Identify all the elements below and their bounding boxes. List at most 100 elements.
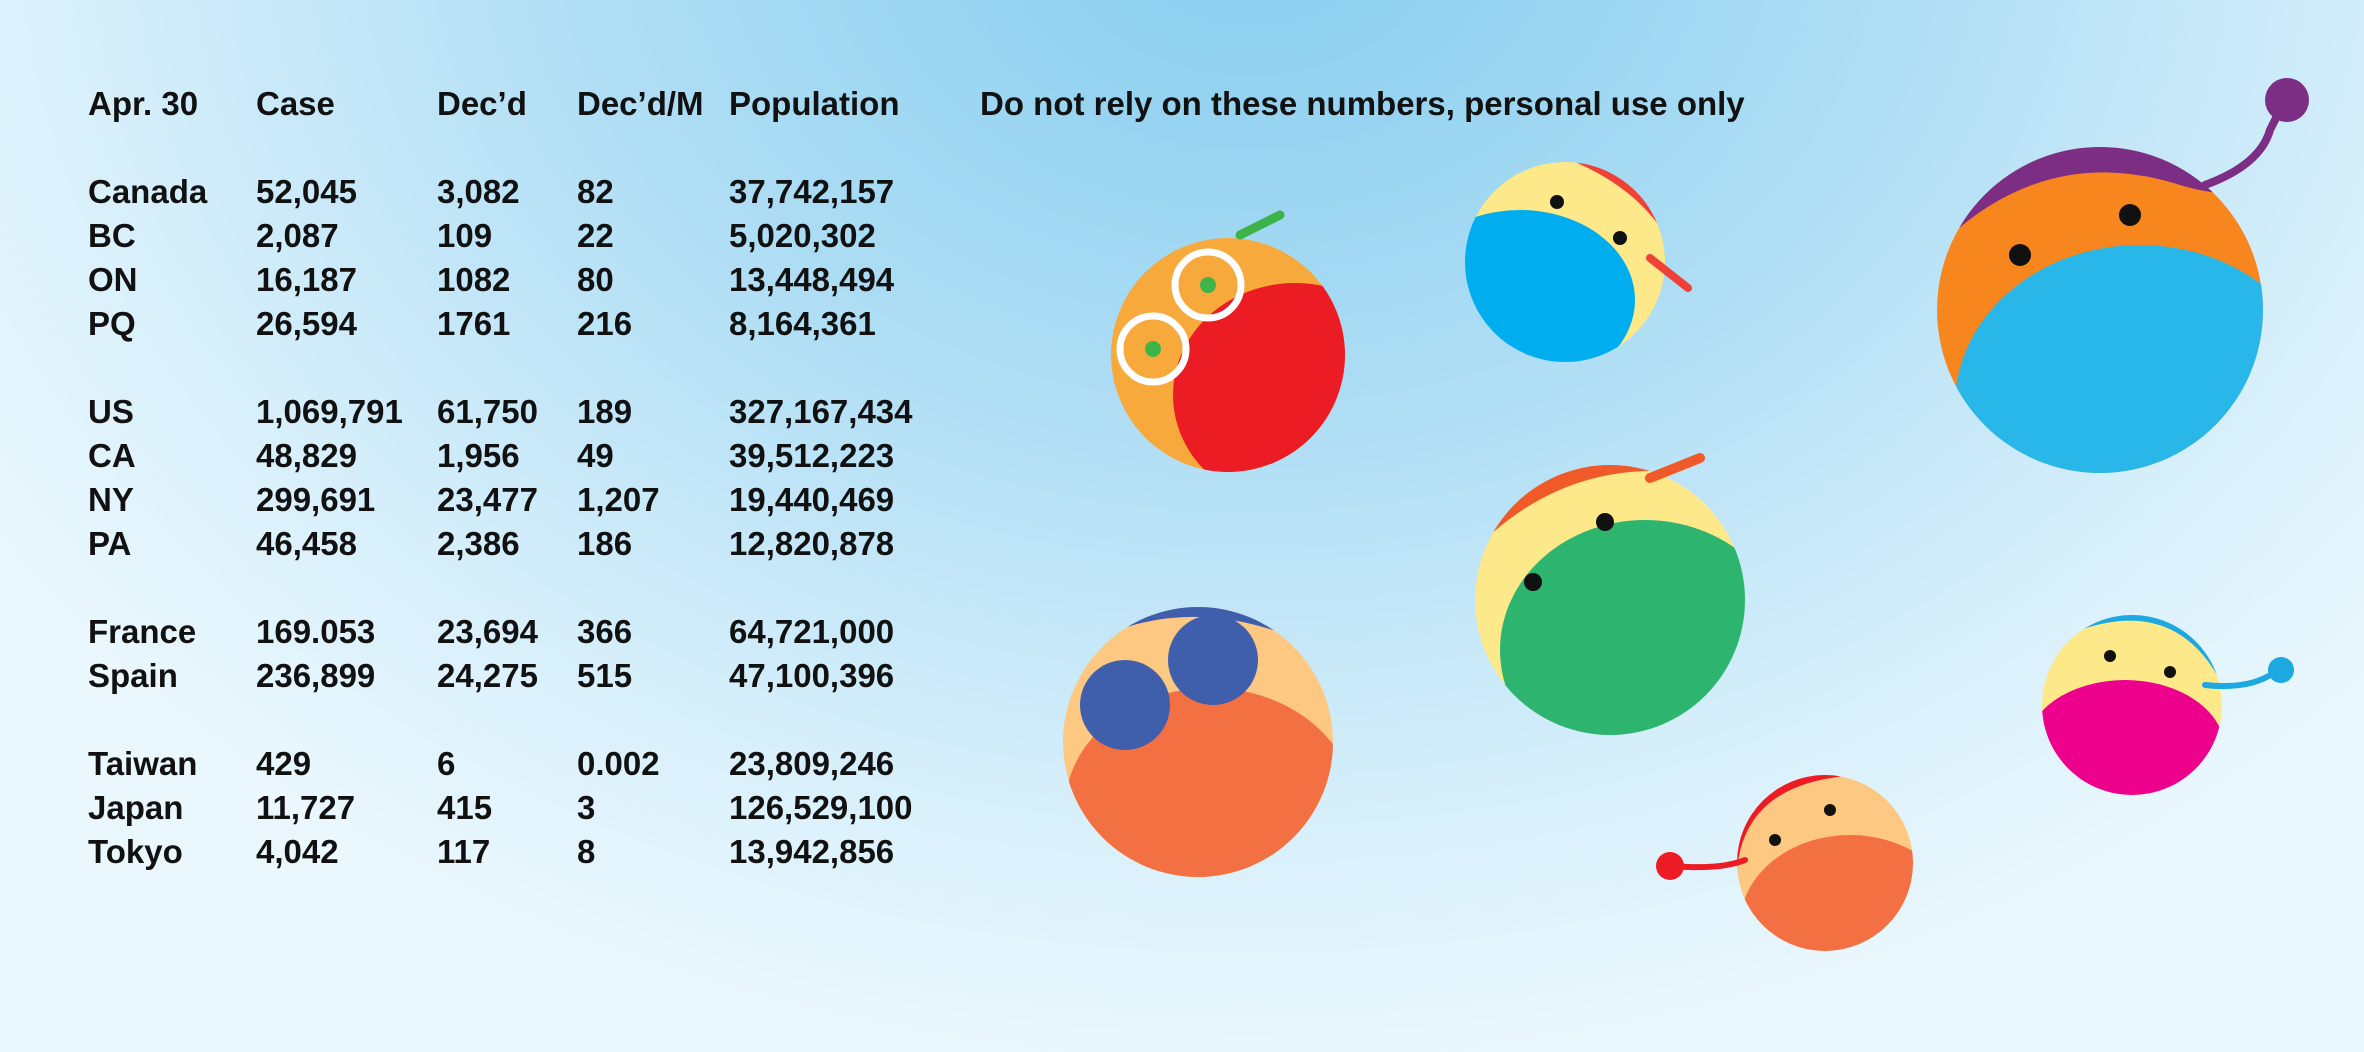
cell-cases: 11,727 xyxy=(256,789,356,826)
cell-deceased: 117 xyxy=(437,833,491,870)
cell-region: PQ xyxy=(88,305,136,342)
cell-deceased: 24,275 xyxy=(437,657,538,694)
red-hair-character xyxy=(1656,775,1913,951)
table-row: ON 16,187 1082 80 13,448,494 xyxy=(88,258,969,302)
orange-cap-character-brim xyxy=(1645,453,1705,483)
red-cap-character-left-eye xyxy=(1550,195,1564,209)
blue-hair-character-right-eye xyxy=(2164,666,2176,678)
cell-deceased: 415 xyxy=(437,789,493,826)
sunglasses-character xyxy=(1063,607,1333,877)
glasses-character-mask xyxy=(1173,283,1345,472)
red-hair-character-antenna-ball xyxy=(1656,852,1684,880)
cell-cases: 2,087 xyxy=(256,217,339,254)
cell-deceased-per-million: 22 xyxy=(577,217,614,254)
column-header-cases: Case xyxy=(256,85,335,122)
cell-deceased: 6 xyxy=(437,745,456,782)
cell-cases: 429 xyxy=(256,745,312,782)
cell-cases: 48,829 xyxy=(256,437,357,474)
cell-deceased: 61,750 xyxy=(437,393,538,430)
orange-cap-character-mask xyxy=(1500,520,1745,735)
table-header-row: Apr. 30 Case Dec’d Dec’d/M Population xyxy=(88,82,969,126)
cell-deceased: 23,477 xyxy=(437,481,538,518)
cell-population: 8,164,361 xyxy=(729,305,876,342)
cell-cases: 299,691 xyxy=(256,481,376,518)
cell-deceased-per-million: 186 xyxy=(577,525,633,562)
cell-cases: 52,045 xyxy=(256,173,357,210)
cell-deceased-per-million: 515 xyxy=(577,657,633,694)
glasses-character-right-eye xyxy=(1200,277,1216,293)
glasses-character-cap-brim xyxy=(1235,210,1285,240)
red-cap-character-right-eye xyxy=(1613,231,1627,245)
column-header-deceased: Dec’d xyxy=(437,85,527,122)
cell-region: NY xyxy=(88,481,134,518)
red-hair-character-mask xyxy=(1740,835,1913,951)
cell-region: France xyxy=(88,613,197,650)
cell-population: 39,512,223 xyxy=(729,437,895,474)
glasses-character xyxy=(1111,210,1345,472)
orange-cap-character-right-eye xyxy=(1596,513,1614,531)
cell-population: 47,100,396 xyxy=(729,657,895,694)
glasses-right-lens xyxy=(1171,248,1245,322)
cell-deceased-per-million: 189 xyxy=(577,393,633,430)
table-row: Japan 11,727 415 3 126,529,100 xyxy=(88,786,969,830)
cell-population: 19,440,469 xyxy=(729,481,895,518)
cell-population: 23,809,246 xyxy=(729,745,895,782)
table-row: CA 48,829 1,956 49 39,512,223 xyxy=(88,434,969,478)
cell-cases: 1,069,791 xyxy=(256,393,403,430)
cell-deceased: 3,082 xyxy=(437,173,520,210)
glasses-left-lens xyxy=(1116,312,1190,386)
stats-table-body: Apr. 30 Case Dec’d Dec’d/M Population Canada 5… xyxy=(88,82,969,874)
cell-deceased-per-million: 366 xyxy=(577,613,633,650)
sunglasses-left-lens xyxy=(1080,660,1170,750)
blue-hair-character-antenna-ball xyxy=(2268,657,2294,683)
cell-deceased-per-million: 49 xyxy=(577,437,614,474)
cell-cases: 16,187 xyxy=(256,261,357,298)
column-header-deceased-per-million: Dec’d/M xyxy=(577,85,704,122)
cell-population: 13,448,494 xyxy=(729,261,895,298)
purple-hat-character xyxy=(1937,78,2309,473)
purple-hat-character-right-eye xyxy=(2119,204,2141,226)
red-cap-character-cap xyxy=(1575,162,1665,240)
purple-hat-character-left-eye xyxy=(2009,244,2031,266)
cell-population: 12,820,878 xyxy=(729,525,895,562)
cell-region: Taiwan xyxy=(88,745,198,782)
cell-deceased-per-million: 80 xyxy=(577,261,614,298)
sunglasses-right-lens xyxy=(1168,615,1258,705)
cell-cases: 4,042 xyxy=(256,833,339,870)
cell-deceased-per-million: 1,207 xyxy=(577,481,660,518)
column-header-region: Apr. 30 xyxy=(88,85,199,122)
column-header-population: Population xyxy=(729,85,900,122)
cell-deceased-per-million: 216 xyxy=(577,305,633,342)
table-row: PA 46,458 2,386 186 12,820,878 xyxy=(88,522,969,566)
cell-population: 126,529,100 xyxy=(729,789,913,826)
cell-deceased: 1082 xyxy=(437,261,511,298)
disclaimer-text: Do not rely on these numbers, personal u… xyxy=(980,85,1745,122)
cell-population: 13,942,856 xyxy=(729,833,895,870)
cell-deceased: 1761 xyxy=(437,305,511,342)
cell-population: 5,020,302 xyxy=(729,217,876,254)
glasses-character-left-eye xyxy=(1145,341,1161,357)
table-row: Spain 236,899 24,275 515 47,100,396 xyxy=(88,654,969,698)
cell-deceased: 23,694 xyxy=(437,613,538,650)
cell-region: Canada xyxy=(88,173,208,210)
cell-deceased: 1,956 xyxy=(437,437,520,474)
cell-region: Japan xyxy=(88,789,184,826)
red-hair-character-left-eye xyxy=(1769,834,1781,846)
cell-population: 37,742,157 xyxy=(729,173,895,210)
orange-cap-character xyxy=(1475,453,1745,735)
cell-cases: 236,899 xyxy=(256,657,376,694)
cell-region: PA xyxy=(88,525,132,562)
table-row: NY 299,691 23,477 1,207 19,440,469 xyxy=(88,478,969,522)
cell-region: Tokyo xyxy=(88,833,183,870)
blue-hair-character-left-eye xyxy=(2104,650,2116,662)
cell-region: Spain xyxy=(88,657,178,694)
cell-deceased-per-million: 3 xyxy=(577,789,596,826)
purple-hat-character-mask xyxy=(1955,245,2263,473)
cell-deceased-per-million: 0.002 xyxy=(577,745,660,782)
table-row: Taiwan 429 6 0.002 23,809,246 xyxy=(88,742,969,786)
red-cap-character-brim xyxy=(1646,254,1692,292)
cell-region: CA xyxy=(88,437,136,474)
table-row: Canada 52,045 3,082 82 37,742,157 xyxy=(88,170,969,214)
red-cap-character xyxy=(1465,162,1692,362)
